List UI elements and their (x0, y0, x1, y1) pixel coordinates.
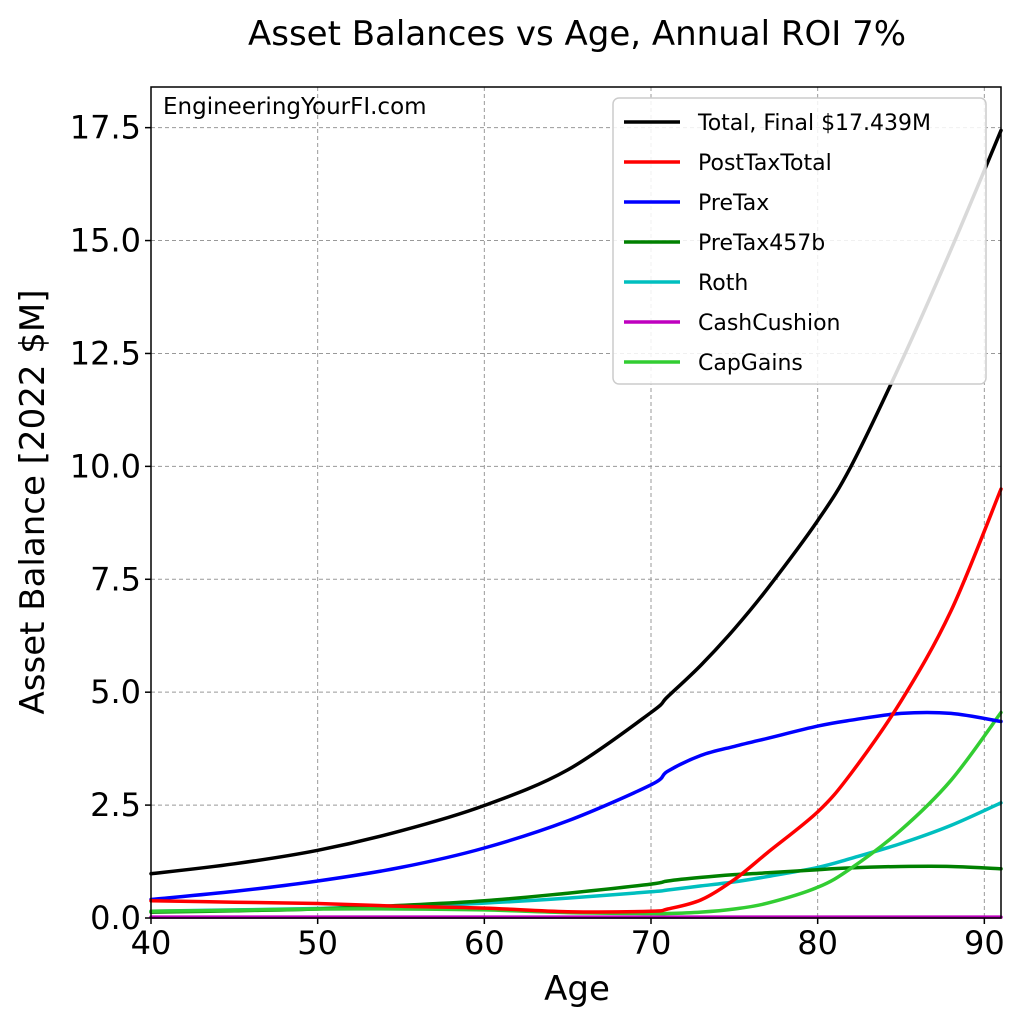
legend-label: PreTax (698, 191, 769, 216)
legend-label: PostTaxTotal (698, 151, 832, 176)
x-tick-label: 60 (464, 924, 505, 962)
y-tick-label: 7.5 (90, 560, 141, 598)
y-tick-label: 0.0 (90, 899, 141, 937)
y-tick-label: 2.5 (90, 786, 141, 824)
x-tick-label: 70 (631, 924, 672, 962)
x-axis-label: Age (544, 969, 610, 1009)
y-tick-label: 12.5 (70, 334, 141, 372)
ticks: 40 50 60 70 80 90 0.0 2.5 5.0 7.5 10.0 12.5 15.0 17.5 (70, 109, 1005, 962)
series-line-capgains (149, 710, 1003, 916)
legend-label: Total, Final $17.439M (697, 111, 931, 136)
y-axis-label: Asset Balance [2022 $M] (13, 290, 53, 715)
y-tick-label: 5.0 (90, 673, 141, 711)
plot-frame (150, 86, 1002, 919)
series-line-posttaxtotal (149, 487, 1003, 914)
series-line-pretax (149, 710, 1003, 902)
y-tick-label: 10.0 (70, 447, 141, 485)
x-tick-label: 90 (964, 924, 1005, 962)
chart-title: Asset Balances vs Age, Annual ROI 7% (248, 14, 906, 54)
legend-entries: Total, Final $17.439M PostTaxTotal PreTax P… (624, 111, 931, 376)
x-tick-label: 40 (131, 924, 172, 962)
legend-label: CashCushion (698, 311, 840, 336)
legend-label: PreTax457b (698, 231, 825, 256)
y-tick-label: 15.0 (70, 222, 141, 260)
legend: Total, Final $17.439M PostTaxTotal PreTax P… (612, 97, 987, 385)
legend-box (612, 97, 987, 385)
x-tick-label: 50 (297, 924, 338, 962)
watermark: EngineeringYourFI.com (163, 94, 427, 120)
series-line-pretax457b (149, 864, 1003, 914)
y-tick-label: 17.5 (70, 109, 141, 147)
legend-label: CapGains (698, 351, 803, 376)
x-tick-label: 80 (797, 924, 838, 962)
legend-label: Roth (698, 271, 748, 296)
